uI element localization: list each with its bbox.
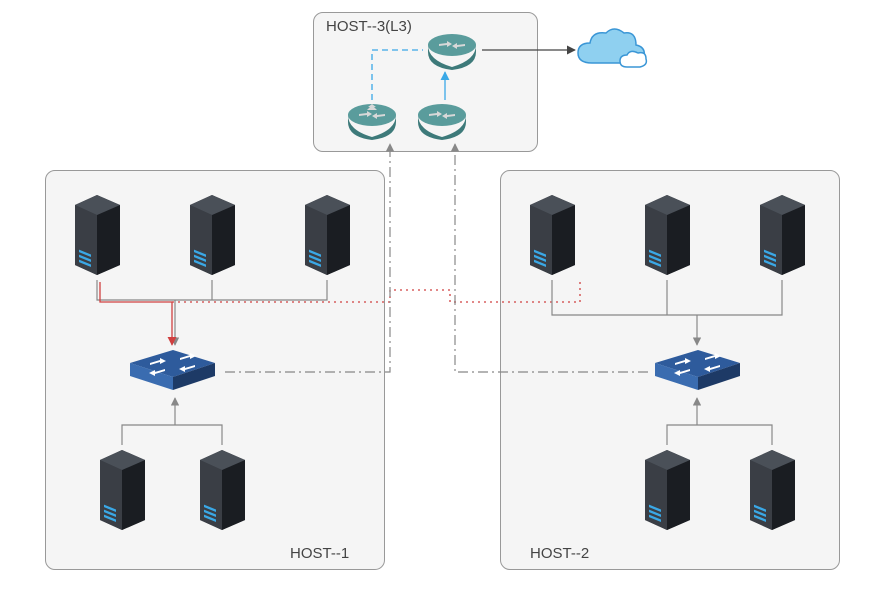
server-icon bbox=[185, 190, 240, 280]
server-icon bbox=[70, 190, 125, 280]
server-icon bbox=[195, 445, 250, 535]
host1-label: HOST--1 bbox=[290, 545, 349, 562]
router-icon bbox=[345, 100, 400, 140]
cloud-icon bbox=[572, 25, 652, 80]
server-icon bbox=[640, 190, 695, 280]
host2-label: HOST--2 bbox=[530, 545, 589, 562]
router-icon bbox=[415, 100, 470, 140]
switch-icon bbox=[650, 345, 745, 395]
server-icon bbox=[745, 445, 800, 535]
server-icon bbox=[755, 190, 810, 280]
host3-label: HOST--3(L3) bbox=[326, 18, 412, 35]
server-icon bbox=[95, 445, 150, 535]
server-icon bbox=[525, 190, 580, 280]
switch-icon bbox=[125, 345, 220, 395]
server-icon bbox=[300, 190, 355, 280]
router-icon bbox=[425, 30, 480, 70]
server-icon bbox=[640, 445, 695, 535]
